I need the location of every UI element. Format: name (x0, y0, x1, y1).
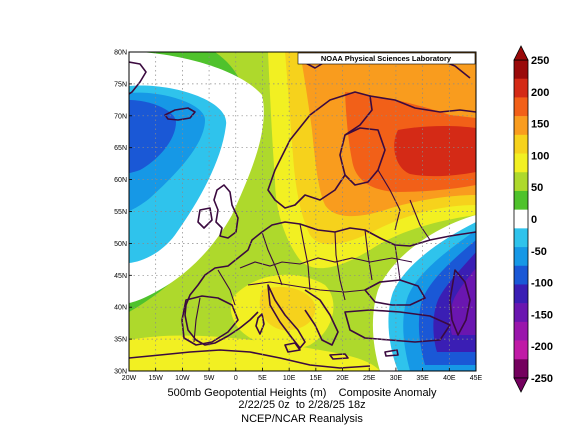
longitude-tick-label: 35E (416, 375, 429, 382)
caption-source: NCEP/NCAR Reanalysis (241, 413, 363, 425)
latitude-tick-label: 35N (114, 337, 127, 344)
colorbar-segment (514, 265, 528, 285)
colorbar-label: -200 (531, 341, 553, 353)
latitude-tick-label: 70N (114, 113, 127, 120)
latitude-tick-label: 45N (114, 273, 127, 280)
longitude-tick-label: 40E (443, 375, 456, 382)
colorbar-label: 50 (531, 182, 543, 194)
colorbar-segment (514, 247, 528, 267)
country-borders (193, 169, 431, 343)
colorbar-segment (514, 228, 528, 248)
colorbar-label: 150 (531, 119, 549, 131)
latitude-tick-label: 55N (114, 209, 127, 216)
colorbar-label: -50 (531, 246, 547, 258)
latitude-tick-label: 80N (114, 50, 127, 57)
longitude-tick-label: 45E (470, 375, 483, 382)
latitude-tick-label: 30N (114, 369, 127, 376)
longitude-tick-label: 30E (390, 375, 403, 382)
longitude-tick-label: 20E (336, 375, 349, 382)
colorbar-label: 250 (531, 55, 549, 67)
latitude-tick-labels: 30N 35N 40N 45N 50N 55N 60N 65N 70N 75N 80N (114, 50, 132, 376)
longitude-tick-label: 15E (310, 375, 323, 382)
credit-box: NOAA Physical Sciences Laboratory (297, 52, 476, 65)
caption: 500mb Geopotential Heights (m) Composite… (167, 387, 437, 425)
colorbar-segment (514, 284, 528, 304)
latitude-tick-label: 75N (114, 81, 127, 88)
anomaly-field (129, 52, 476, 371)
colorbar-segment (514, 340, 528, 360)
latitude-tick-label: 65N (114, 145, 127, 152)
colorbar-segment (514, 359, 528, 379)
colorbar-segment (514, 321, 528, 341)
colorbar-label: 0 (531, 214, 537, 226)
colorbar (513, 45, 529, 393)
colorbar-segment (514, 60, 528, 80)
longitude-tick-label: 25E (363, 375, 376, 382)
graticule (129, 52, 476, 371)
caption-title: 500mb Geopotential Heights (m) Composite… (167, 387, 437, 399)
colorbar-overflow-arrow (513, 45, 529, 61)
colorbar-segment (514, 303, 528, 323)
credit-label: NOAA Physical Sciences Laboratory (321, 54, 452, 63)
colorbar-segment (514, 134, 528, 154)
colorbar-segment (514, 172, 528, 192)
caption-dates: 2/22/25 0z to 2/28/25 18z (238, 399, 365, 411)
colorbar-label: -100 (531, 278, 553, 290)
colorbar-label: 200 (531, 87, 549, 99)
colorbar-label: 100 (531, 150, 549, 162)
longitude-tick-label: 5W (204, 375, 215, 382)
latitude-tick-label: 50N (114, 241, 127, 248)
colorbar-label: -250 (531, 373, 553, 385)
longitude-tick-label: 10E (283, 375, 296, 382)
colorbar-segment (514, 78, 528, 98)
latitude-tick-label: 60N (114, 177, 127, 184)
latitude-tick-label: 40N (114, 305, 127, 312)
colorbar-tick-labels: 250 200 150 100 50 0 -50 -100 -150 -200 -250 (531, 55, 553, 385)
colorbar-segment (514, 116, 528, 136)
colorbar-segment (514, 209, 528, 229)
longitude-tick-label: 5E (258, 375, 267, 382)
colorbar-segment (514, 97, 528, 117)
longitude-tick-labels: 20W 15W 10W 5W 0 5E 10E 15E 20E 25E 30E 35E 40E 45E (122, 368, 483, 382)
map-plot (129, 52, 476, 371)
colorbar-segment (514, 153, 528, 173)
longitude-tick-label: 0 (234, 375, 238, 382)
longitude-tick-label: 20W (122, 375, 137, 382)
coastlines (129, 55, 476, 369)
colorbar-segment (514, 190, 528, 210)
colorbar-label: -150 (531, 309, 553, 321)
longitude-tick-label: 10W (175, 375, 190, 382)
longitude-tick-label: 15W (148, 375, 163, 382)
colorbar-underflow-arrow (513, 377, 529, 393)
